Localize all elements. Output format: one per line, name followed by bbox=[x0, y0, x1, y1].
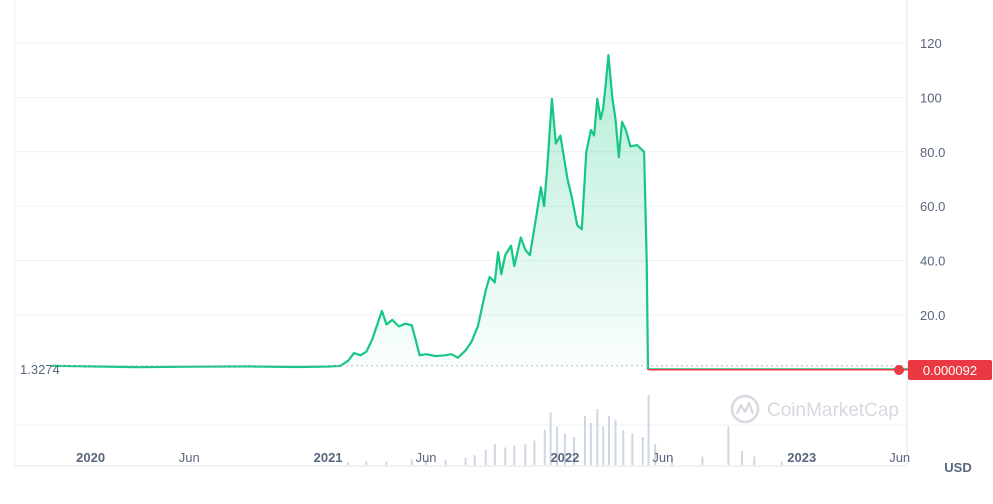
volume-bar bbox=[410, 459, 413, 465]
volume-bar bbox=[654, 444, 657, 465]
currency-label: USD bbox=[944, 460, 971, 475]
coinmarketcap-logo-icon bbox=[730, 394, 760, 424]
volume-bar bbox=[641, 437, 644, 465]
volume-bar bbox=[589, 423, 592, 465]
chart-frame bbox=[14, 0, 908, 467]
x-tick-label: Jun bbox=[889, 450, 910, 465]
price-line-up[interactable] bbox=[50, 54, 922, 369]
y-tick-label: 100 bbox=[920, 90, 942, 105]
volume-bar bbox=[727, 426, 730, 465]
y-tick-label: 40.0 bbox=[920, 254, 945, 269]
volume-bars bbox=[347, 395, 783, 465]
x-tick-label: Jun bbox=[416, 450, 437, 465]
x-tick-label: Jun bbox=[652, 450, 673, 465]
volume-bar bbox=[513, 445, 516, 465]
current-price-badge-bg bbox=[908, 360, 992, 380]
volume-bar bbox=[608, 416, 611, 465]
volume-bar bbox=[385, 461, 388, 465]
x-tick-label: Jun bbox=[179, 450, 200, 465]
volume-bar bbox=[347, 462, 350, 465]
price-line[interactable] bbox=[50, 54, 922, 371]
volume-bar bbox=[543, 430, 546, 465]
volume-bar bbox=[701, 456, 704, 465]
volume-bar bbox=[473, 455, 476, 465]
price-area bbox=[51, 55, 922, 369]
volume-bar bbox=[484, 449, 487, 465]
volume-bar bbox=[631, 433, 634, 465]
y-axis: 120 100 80.0 60.0 40.0 20.0 bbox=[920, 36, 945, 323]
current-price-marker bbox=[894, 365, 904, 375]
y-tick-label: 120 bbox=[920, 36, 942, 51]
volume-bar bbox=[780, 461, 783, 465]
volume-bar bbox=[563, 433, 566, 465]
volume-bar bbox=[549, 412, 552, 465]
current-price-badge: 0.000092 bbox=[908, 360, 992, 380]
volume-bar bbox=[524, 444, 527, 465]
x-axis: 2020 Jun 2021 Jun 2022 Jun 2023 Jun bbox=[76, 450, 910, 465]
volume-bar bbox=[504, 447, 507, 465]
watermark: CoinMarketCap bbox=[730, 394, 899, 424]
y-tick-label: 80.0 bbox=[920, 145, 945, 160]
grid-lines bbox=[15, 42, 907, 426]
volume-bar bbox=[670, 458, 673, 465]
x-tick-label: 2020 bbox=[76, 450, 105, 465]
x-tick-label: 2023 bbox=[787, 450, 816, 465]
volume-bar bbox=[444, 460, 447, 465]
watermark-text: CoinMarketCap bbox=[767, 400, 899, 421]
volume-bar bbox=[741, 451, 744, 465]
volume-bar bbox=[753, 456, 756, 465]
start-price-label: 1.3274 bbox=[20, 362, 60, 377]
volume-bar bbox=[425, 460, 428, 465]
volume-bar bbox=[614, 419, 617, 465]
volume-bar bbox=[647, 395, 650, 465]
x-tick-label: 2022 bbox=[550, 450, 579, 465]
volume-bar bbox=[533, 440, 536, 465]
y-tick-label: 60.0 bbox=[920, 199, 945, 214]
x-tick-label: 2021 bbox=[314, 450, 343, 465]
volume-bar bbox=[584, 416, 587, 465]
volume-bar bbox=[556, 426, 559, 465]
y-tick-label: 20.0 bbox=[920, 308, 945, 323]
volume-bar bbox=[602, 426, 605, 465]
volume-bar bbox=[572, 437, 575, 465]
volume-bar bbox=[622, 430, 625, 465]
volume-bar bbox=[365, 461, 368, 465]
volume-bar bbox=[493, 444, 496, 465]
volume-bar bbox=[596, 409, 599, 465]
price-area-fill bbox=[51, 55, 922, 369]
current-price-label: 0.000092 bbox=[923, 363, 977, 378]
volume-bar bbox=[464, 458, 467, 465]
